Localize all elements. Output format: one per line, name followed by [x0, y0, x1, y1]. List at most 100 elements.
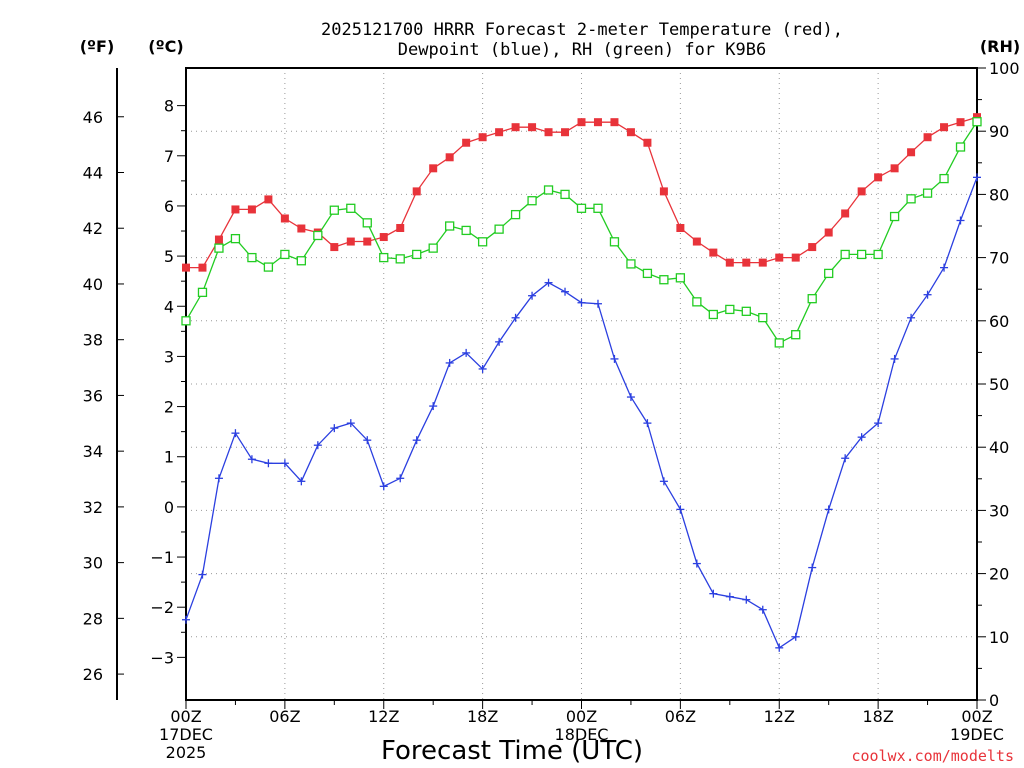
temperature-point — [544, 128, 553, 137]
rh-point — [461, 225, 471, 236]
dewpoint-point — [824, 505, 833, 514]
fahrenheit-tick-label: 46 — [83, 108, 103, 127]
dewpoint-point — [346, 419, 355, 428]
dewpoint-point — [445, 358, 454, 367]
rh-point — [527, 196, 537, 206]
rh-point — [412, 249, 422, 260]
rh-point — [362, 218, 372, 228]
fahrenheit-tick-label: 32 — [83, 498, 103, 517]
rh-point — [972, 117, 982, 127]
rh-point — [576, 203, 587, 213]
rh-point — [181, 316, 191, 326]
rh-unit-label: (RH) — [980, 37, 1020, 56]
rh-point — [560, 189, 570, 200]
series-layer — [181, 113, 982, 652]
rh-point — [889, 211, 900, 222]
rh-tick-label: 50 — [989, 375, 1009, 394]
rh-point — [939, 173, 949, 184]
rh-point — [510, 209, 521, 220]
temperature-point — [511, 123, 520, 132]
rh-point — [906, 194, 916, 204]
x-tick-label: 19DEC — [950, 725, 1004, 744]
dewpoint-point — [182, 615, 190, 624]
dewpoint-point — [198, 570, 207, 579]
rh-point — [214, 243, 224, 253]
rh-point — [856, 249, 867, 260]
rh-point — [626, 259, 636, 269]
x-tick-label: 06Z — [269, 707, 300, 726]
fahrenheit-tick-label: 28 — [83, 609, 103, 628]
dewpoint-point — [313, 441, 322, 450]
rh-point — [922, 188, 933, 198]
temperature-point — [940, 123, 949, 132]
rh-tick-label: 80 — [989, 185, 1009, 204]
dewpoint-point — [709, 589, 718, 598]
dewpoint-point — [412, 436, 421, 445]
fahrenheit-tick-label: 40 — [83, 275, 103, 294]
dewpoint-point — [214, 474, 223, 483]
dewpoint-point — [297, 477, 306, 486]
x-tick-label: 17DEC — [159, 725, 213, 744]
dewpoint-point — [495, 337, 504, 346]
rh-tick-label: 20 — [989, 565, 1009, 584]
temperature-point — [182, 263, 190, 272]
temperature-point — [907, 148, 916, 157]
dewpoint-point — [231, 429, 240, 438]
temperature-point — [758, 258, 767, 267]
temperature-point — [659, 187, 668, 196]
dewpoint-point — [626, 393, 635, 402]
credit-label: coolwx.com/modelts — [851, 747, 1014, 765]
rh-point — [675, 273, 686, 283]
temperature-point — [857, 187, 866, 196]
celsius-tick-label: −3 — [150, 648, 174, 667]
dewpoint-point — [593, 299, 602, 308]
rh-tick-label: 10 — [989, 628, 1009, 647]
grid-lines — [186, 68, 977, 700]
dewpoint-point — [379, 482, 388, 491]
temperature-point — [923, 133, 932, 142]
x-tick-label: 18DEC — [555, 725, 609, 744]
dewpoint-point — [511, 313, 520, 322]
chart-subtitle: Dewpoint (blue), RH (green) for K9B6 — [398, 40, 766, 60]
rh-point — [807, 294, 817, 304]
temperature-point — [330, 243, 339, 252]
celsius-tick-label: 5 — [164, 247, 174, 266]
dewpoint-point — [478, 364, 487, 373]
celsius-tick-label: −2 — [150, 598, 174, 617]
temperature-point — [495, 128, 504, 137]
rh-point — [379, 252, 389, 263]
temperature-point — [280, 214, 289, 223]
rh-point — [543, 185, 554, 195]
dewpoint-point — [462, 348, 471, 357]
x-tick-label: 00Z — [566, 707, 597, 726]
temperature-point — [791, 253, 800, 262]
fahrenheit-unit-label: (ºF) — [80, 37, 115, 56]
fahrenheit-tick-label: 44 — [83, 163, 103, 182]
temperature-point — [808, 243, 817, 252]
fahrenheit-tick-label: 36 — [83, 386, 103, 405]
celsius-tick-label: 0 — [164, 498, 174, 517]
fahrenheit-tick-label: 38 — [83, 331, 103, 350]
rh-point — [395, 254, 405, 264]
temperature-point — [709, 248, 718, 257]
rh-tick-label: 100 — [989, 59, 1020, 78]
temperature-point — [742, 258, 751, 267]
rh-point — [692, 297, 702, 307]
temperature-point — [643, 138, 652, 147]
x-tick-label: 2025 — [166, 743, 207, 762]
temperature-point — [231, 205, 240, 214]
x-axis-label: Forecast Time (UTC) — [381, 736, 643, 766]
temperature-point — [462, 138, 471, 147]
dewpoint-point — [396, 474, 405, 483]
x-tick-label: 00Z — [170, 707, 201, 726]
fahrenheit-tick-label: 26 — [83, 665, 103, 684]
dewpoint-point — [956, 216, 965, 225]
temperature-point — [725, 258, 734, 267]
rh-point — [346, 203, 356, 213]
temperature-point — [478, 133, 487, 142]
dewpoint-point — [907, 313, 916, 322]
temperature-point — [593, 118, 602, 127]
dewpoint-point — [890, 354, 899, 363]
celsius-tick-label: 3 — [164, 347, 174, 366]
